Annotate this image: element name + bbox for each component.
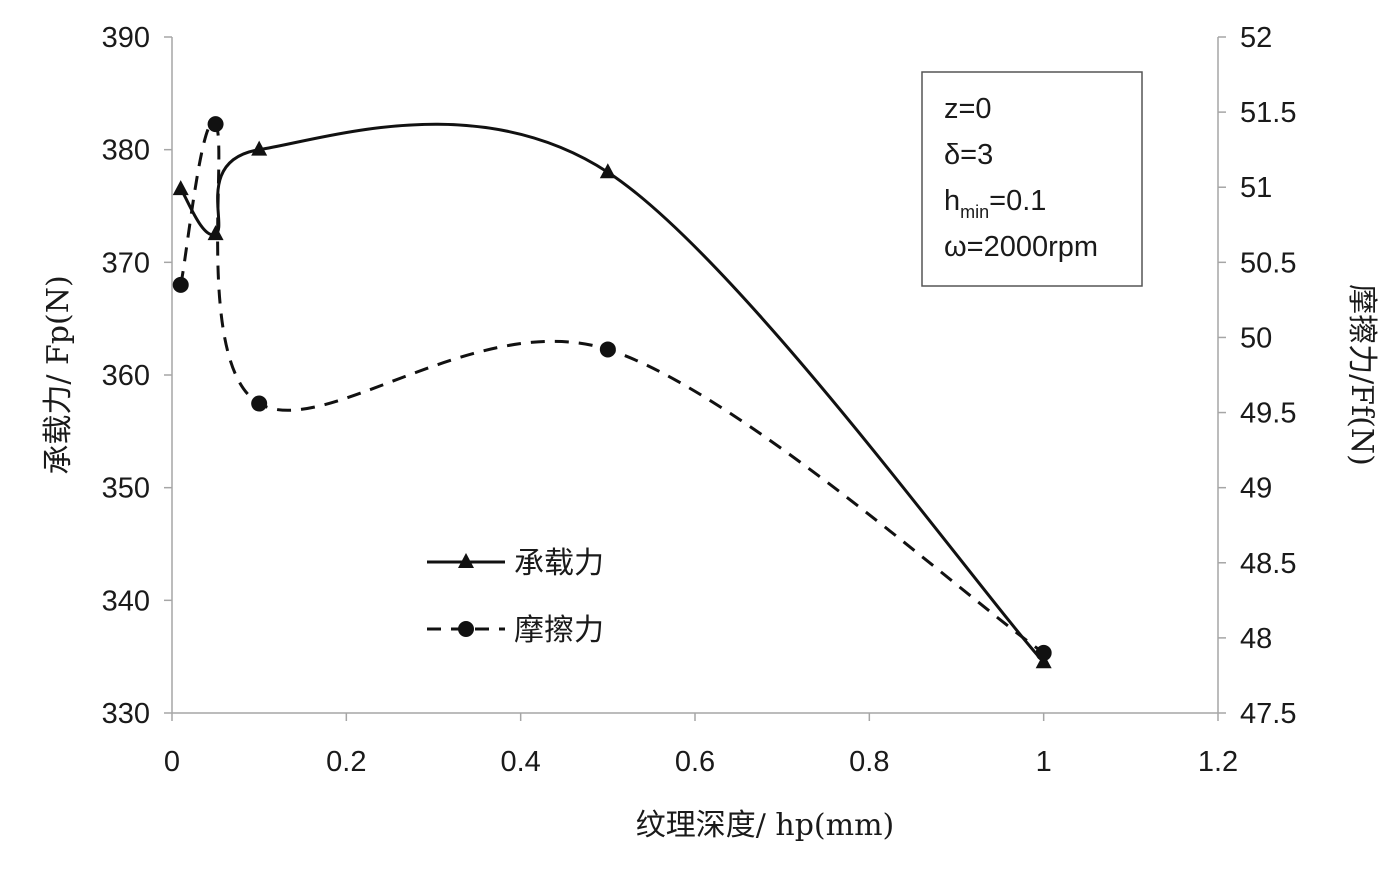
legend-friction-marker: [458, 621, 474, 637]
right-tick-label: 50.5: [1240, 247, 1296, 279]
load-data-point: [251, 140, 268, 156]
x-tick-label: 1: [1036, 746, 1052, 778]
x-tick-label: 0.8: [849, 746, 889, 778]
load-data-point: [172, 180, 189, 196]
left-tick-label: 380: [102, 135, 150, 167]
left-axis-ticks: 330 340 350 360 370 380 390: [102, 22, 172, 730]
friction-data-point: [1035, 644, 1052, 661]
annotation-line: hmin=0.1: [944, 185, 1046, 222]
load-data-point: [599, 163, 616, 179]
friction-series-line: [179, 120, 1045, 655]
x-axis-ticks: 0 0.2 0.4 0.6 0.8 1 1.2: [164, 713, 1238, 778]
left-tick-label: 350: [102, 473, 150, 505]
x-tick-label: 0.6: [675, 746, 715, 778]
series-markers: [172, 116, 1052, 669]
left-axis-title: 承载力/ Fp(N): [41, 275, 76, 474]
right-axis-ticks: 47.5 48 48.5 49 49.5 50 50.5 51 51.5 52: [1218, 22, 1296, 730]
legend-friction-label: 摩擦力: [514, 613, 604, 648]
friction-data-point: [172, 276, 189, 293]
annotation-border: [921, 71, 1143, 287]
left-tick-label: 330: [102, 698, 150, 730]
x-tick-label: 0.4: [501, 746, 541, 778]
right-axis-title: 摩擦力/Ff(N): [1344, 284, 1379, 466]
parameter-annotation-box: z=0 δ=3 hmin=0.1 ω=2000rpm: [921, 71, 1143, 287]
right-tick-label: 48.5: [1240, 548, 1296, 580]
right-tick-label: 48: [1240, 623, 1272, 655]
right-tick-label: 52: [1240, 22, 1272, 54]
x-tick-label: 0.2: [326, 746, 366, 778]
right-tick-label: 49: [1240, 473, 1272, 505]
x-tick-label: 0: [164, 746, 180, 778]
right-tick-label: 51: [1240, 172, 1272, 204]
right-tick-label: 47.5: [1240, 698, 1296, 730]
left-tick-label: 390: [102, 22, 150, 54]
annotation-line: ω=2000rpm: [944, 231, 1098, 263]
friction-data-point: [251, 395, 268, 412]
annotation-line: z=0: [944, 93, 992, 125]
left-tick-label: 340: [102, 585, 150, 617]
friction-data-point: [207, 116, 224, 133]
right-tick-label: 49.5: [1240, 398, 1296, 430]
left-tick-label: 370: [102, 247, 150, 279]
x-axis-title: 纹理深度/ hp(mm): [636, 808, 894, 843]
annotation-line: δ=3: [944, 139, 993, 171]
legend-load-marker: [458, 553, 474, 568]
right-tick-label: 50: [1240, 322, 1272, 354]
right-tick-label: 51.5: [1240, 97, 1296, 129]
x-tick-label: 1.2: [1198, 746, 1238, 778]
load-data-point: [207, 225, 224, 241]
load-series-line: [179, 122, 1045, 664]
friction-data-point: [599, 341, 616, 358]
legend-load-label: 承载力: [514, 546, 604, 581]
series-lines: [179, 120, 1045, 664]
left-tick-label: 360: [102, 360, 150, 392]
